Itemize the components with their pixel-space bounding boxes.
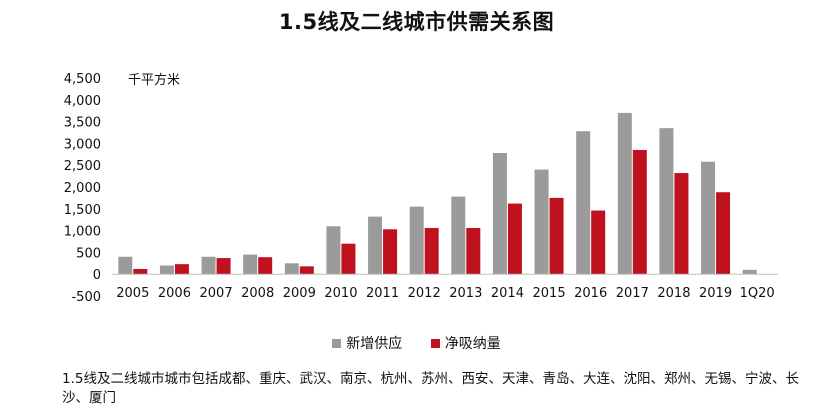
y-axis: -500 0 500 1,000 1,500 2,000 2,500 3,000 3,500 4,…	[64, 72, 101, 305]
x-tick-label: 2009	[283, 286, 316, 301]
bar-absorption	[466, 227, 481, 275]
bar-supply	[492, 152, 507, 275]
y-tick-label: 3,000	[64, 137, 101, 152]
bar-supply	[284, 263, 299, 275]
bar-absorption	[174, 264, 189, 275]
bar-supply	[659, 128, 674, 275]
x-tick-label: 2018	[657, 286, 690, 301]
x-tick-label: 2005	[116, 286, 149, 301]
x-tick-label: 2011	[366, 286, 399, 301]
x-tick-label: 2007	[200, 286, 233, 301]
bar-absorption	[674, 173, 689, 275]
bar-chart: -500 0 500 1,000 1,500 2,000 2,500 3,000 3,500 4,…	[64, 72, 778, 305]
y-tick-label: 2,500	[64, 159, 101, 174]
x-tick-label: 2015	[533, 286, 566, 301]
bars-group	[118, 112, 757, 275]
bar-absorption	[216, 258, 231, 275]
bar-supply	[576, 131, 591, 275]
bar-supply	[201, 256, 216, 275]
x-tick-label: 2014	[491, 286, 524, 301]
x-tick-label: 2013	[449, 286, 482, 301]
bar-absorption	[591, 210, 606, 275]
legend: 新增供应 净吸纳量	[0, 333, 833, 353]
x-tick-label: 2012	[408, 286, 441, 301]
x-tick-label: 2008	[241, 286, 274, 301]
y-tick-label: 2,000	[64, 181, 101, 196]
legend-item-supply: 新增供应	[332, 333, 402, 353]
bar-supply	[534, 169, 549, 275]
x-tick-label: 2010	[324, 286, 357, 301]
y-tick-label: 1,500	[64, 203, 101, 218]
y-tick-label: 4,500	[64, 72, 101, 87]
x-tick-label: 2006	[158, 286, 191, 301]
bar-absorption	[549, 197, 564, 275]
bar-absorption	[133, 268, 148, 275]
bar-absorption	[716, 192, 731, 275]
x-tick-label: 2019	[699, 286, 732, 301]
legend-item-absorption: 净吸纳量	[430, 333, 501, 353]
y-tick-label: 3,500	[64, 116, 101, 131]
legend-label-absorption: 净吸纳量	[444, 336, 501, 352]
bar-supply	[742, 269, 757, 275]
y-tick-label: 4,000	[64, 94, 101, 109]
legend-label-supply: 新增供应	[346, 336, 403, 352]
chart-title: 1.5线及二线城市供需关系图	[278, 10, 555, 34]
y-tick-label: 500	[76, 246, 101, 261]
bar-absorption	[299, 266, 314, 275]
bar-absorption	[632, 149, 647, 275]
bar-absorption	[383, 229, 398, 275]
bar-supply	[159, 265, 174, 275]
bar-supply	[451, 196, 466, 275]
bar-supply	[701, 161, 716, 275]
footnote: 1.5线及二线城市城市包括成都、重庆、武汉、南京、杭州、苏州、西安、天津、青岛、…	[62, 371, 799, 406]
x-tick-label: 1Q20	[740, 286, 775, 301]
bar-supply	[368, 216, 383, 275]
y-tick-label: 0	[93, 268, 101, 283]
x-tick-label: 2017	[616, 286, 649, 301]
x-tick-label: 2016	[574, 286, 607, 301]
y-tick-label: -500	[71, 290, 101, 305]
legend-swatch-absorption	[430, 339, 440, 348]
bar-absorption	[424, 227, 439, 275]
bar-absorption	[507, 203, 522, 275]
y-tick-label: 1,000	[64, 225, 101, 240]
bar-absorption	[258, 257, 273, 275]
bar-supply	[326, 226, 341, 275]
x-axis: 2005 2006 2007 2008 2009 2010 2011 2012 2013 2014…	[116, 286, 774, 301]
bar-supply	[409, 206, 424, 275]
bar-supply	[243, 254, 258, 275]
unit-label: 千平方米	[128, 72, 180, 88]
bar-absorption	[341, 243, 356, 275]
bar-supply	[617, 112, 632, 275]
legend-swatch-supply	[332, 339, 342, 348]
bar-supply	[118, 256, 133, 275]
